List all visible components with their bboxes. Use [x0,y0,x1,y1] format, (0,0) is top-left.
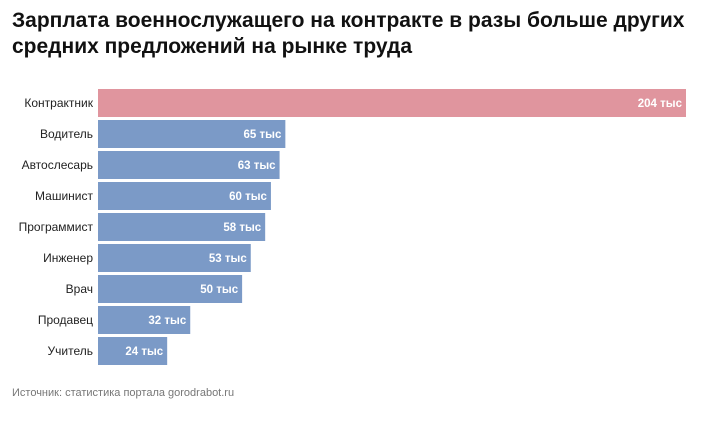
value-label: 50 тыс [200,284,238,296]
category-label: Машинист [35,189,93,203]
category-label: Учитель [48,344,93,358]
bar [98,89,686,117]
value-label: 53 тыс [209,253,247,265]
category-label: Водитель [40,127,93,141]
bar [98,213,266,241]
source-note: Источник: статистика портала gorodrabot.… [12,387,235,399]
value-label: 63 тыс [238,160,276,172]
category-label: Инженер [43,251,93,265]
value-label: 60 тыс [229,191,267,203]
category-label: Программист [19,220,94,234]
category-label: Продавец [38,313,93,327]
value-label: 58 тыс [223,222,261,234]
value-label: 204 тыс [638,98,683,110]
chart-title: Зарплата военнослужащего на контракте в … [12,9,685,58]
category-label: Врач [66,282,93,296]
bar [98,306,191,334]
value-label: 24 тыс [125,346,163,358]
bar [98,244,251,272]
value-label: 32 тыс [148,315,186,327]
bar [98,337,168,365]
bar [98,120,286,148]
bar [98,182,271,210]
bar [98,275,243,303]
value-label: 65 тыс [244,129,282,141]
bar [98,151,280,179]
category-label: Автослесарь [22,158,93,172]
category-label: Контрактник [24,96,93,110]
